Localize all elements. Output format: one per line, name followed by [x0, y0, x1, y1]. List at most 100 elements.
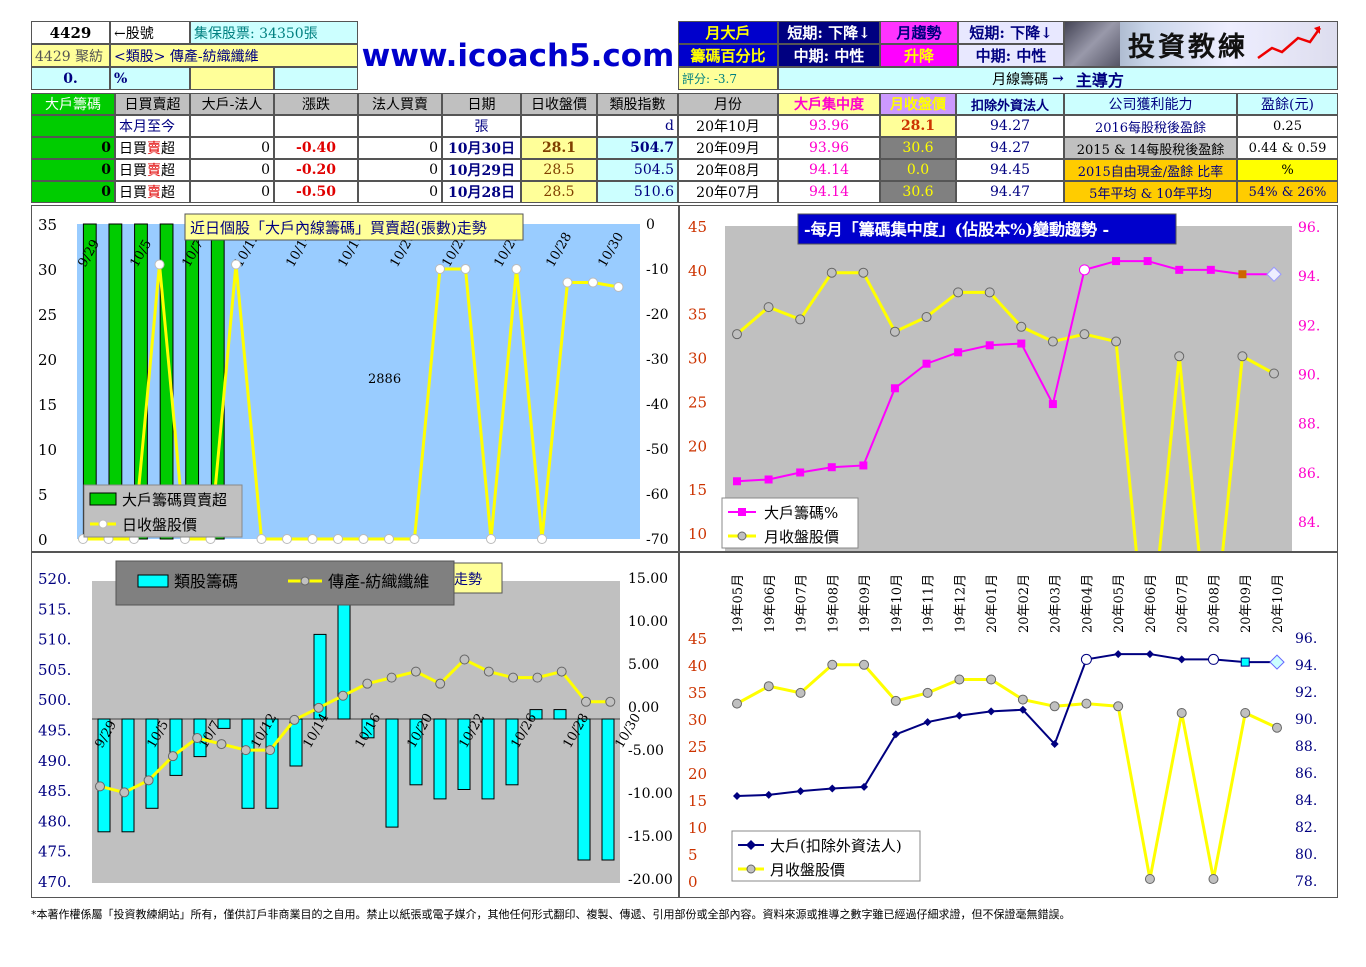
point-sector-index — [216, 739, 227, 750]
buy-sell-prefix: 日買 — [119, 141, 147, 157]
y-tick-right: 88. — [1295, 739, 1317, 755]
chart-title-box — [449, 562, 503, 594]
point-big-ex-foreign — [1080, 653, 1092, 665]
x-tick-label: 19年09月 — [858, 574, 873, 633]
site-url[interactable]: www.icoach5.com — [361, 37, 675, 74]
unit-sheets: 張 — [442, 115, 521, 137]
bar-sector-chips — [97, 718, 111, 833]
legend-label: 大戶(扣除外資法人) — [770, 837, 902, 855]
profit-label: 2015 & 14每股稅後盈餘 — [1064, 137, 1237, 159]
point-month-close — [1176, 707, 1187, 718]
x-tick-label: 20年05月 — [1112, 574, 1127, 633]
profit-value: % — [1237, 159, 1338, 181]
y-tick-right: 0.00 — [628, 700, 659, 716]
point-month-close — [1079, 329, 1090, 340]
point-month-close — [732, 329, 742, 340]
blank-cell — [274, 115, 358, 137]
y-tick-left: 15 — [38, 396, 57, 414]
y-tick-left: 5 — [38, 486, 48, 504]
col-header-close: 日收盤價 — [521, 93, 597, 115]
y-tick-right: -60 — [646, 487, 669, 503]
stock-code-label: ←股號 — [110, 21, 190, 44]
y-tick-right: 92. — [1295, 685, 1317, 701]
point-sector-index — [459, 654, 470, 665]
legend-label: 月收盤股價 — [770, 861, 845, 879]
y-tick-right: 88. — [1298, 417, 1320, 433]
point-daily-close — [256, 534, 267, 544]
mtd-big — [31, 115, 115, 137]
point-month-close — [922, 687, 933, 698]
category-label: <類股> 傳產-紡織纖維 — [110, 44, 358, 67]
footer-disclaimer: *本著作權係屬「投資教練網站」所有，僅供訂戶非商業目的之自用。禁止以紙張或電子媒… — [31, 908, 1071, 921]
point-big-ex-foreign — [1269, 654, 1285, 670]
y-tick-left: 515. — [38, 600, 71, 618]
point-big-holders-pct — [890, 384, 899, 393]
chart-title: -每月「籌碼集中度」(佔股本%)變動趨勢 - — [804, 220, 1109, 239]
point-month-close — [1208, 874, 1219, 884]
row-inst: 0 — [358, 181, 442, 203]
row-buy-sell-label: 日買賣超 — [115, 181, 190, 203]
point-month-close — [1144, 874, 1155, 884]
point-big-ex-foreign — [733, 791, 741, 800]
y-tick-right: 92. — [1298, 318, 1320, 334]
point-month-close — [889, 326, 900, 337]
profit-value: 0.44 & 0.59 — [1237, 137, 1338, 159]
y-tick-left: 470. — [38, 873, 71, 891]
row-ex-foreign: 94.47 — [956, 181, 1064, 203]
point-month-close — [1240, 707, 1251, 718]
point-big-ex-foreign — [1114, 650, 1123, 659]
point-month-close — [953, 287, 964, 298]
y-tick-left: 40 — [688, 262, 707, 280]
bar-sector-chips — [265, 718, 279, 809]
blank-cell — [358, 115, 442, 137]
plot-area — [725, 226, 1292, 551]
x-tick-label: 20年09月 — [1239, 574, 1254, 633]
bar-sector-chips — [505, 718, 519, 786]
point-sector-index — [289, 714, 300, 725]
point-sector-index — [167, 751, 178, 762]
x-tick-label: 20年02月 — [1017, 574, 1032, 633]
legend-swatch-point — [737, 531, 747, 541]
y-tick-left: 25 — [38, 306, 57, 324]
right-arrow-icon: → — [1052, 70, 1064, 87]
point-big-ex-foreign — [764, 790, 773, 799]
point-month-close — [795, 314, 806, 325]
row-index: 510.6 — [597, 181, 678, 203]
point-sector-index — [338, 690, 348, 701]
row-big-minus-inst: 0 — [190, 137, 274, 159]
col-header-conc: 大戶集中度 — [778, 93, 880, 115]
point-big-holders-pct — [985, 341, 994, 350]
score-label: 評分: -3.7 — [678, 67, 778, 90]
point-daily-close — [511, 264, 522, 274]
daily-chart: 353025201510500-10-20-30-40-50-60-709/29… — [38, 213, 669, 549]
row-date: 10月29日 — [442, 159, 521, 181]
legend-label-bar: 大戶籌碼買賣超 — [122, 491, 227, 509]
legend-label-bar: 類股籌碼 — [174, 572, 238, 591]
row-month-close: 28.1 — [880, 115, 956, 137]
row-change: -0.40 — [274, 137, 358, 159]
y-tick-left: 10 — [38, 441, 57, 459]
point-sector-index — [265, 745, 276, 756]
stock-code[interactable]: 4429 — [31, 21, 110, 44]
point-big-ex-foreign — [891, 730, 900, 739]
y-tick-left: 490. — [38, 752, 71, 770]
point-month-close — [826, 267, 837, 278]
y-tick-left: 35 — [688, 684, 707, 702]
legend-swatch-point — [738, 508, 746, 516]
y-tick-right: 94. — [1298, 269, 1320, 285]
col-header-inst: 法人買賣 — [358, 93, 442, 115]
x-tick-label: 19年05月 — [731, 574, 746, 633]
legend-label: 月收盤股價 — [764, 528, 839, 546]
y-tick-right: -10.00 — [628, 786, 673, 802]
point-daily-close — [333, 534, 343, 544]
chart-title-box — [184, 213, 524, 241]
legend-swatch-point — [98, 519, 108, 529]
daily-chart-panel: 35 30 25 20 15 10 5 0 0 -10 -20 -30 -40 -50 -60 -70 9/29… — [31, 205, 679, 552]
row-conc: 93.96 — [778, 137, 880, 159]
col-header-date: 日期 — [442, 93, 521, 115]
row-month-close: 0.0 — [880, 159, 956, 181]
point-big-holders-pct — [1175, 265, 1184, 274]
row-big-value: 0 — [31, 137, 115, 159]
profit-label: 5年平均 & 10年平均 — [1064, 181, 1237, 203]
point-daily-close — [358, 534, 369, 544]
